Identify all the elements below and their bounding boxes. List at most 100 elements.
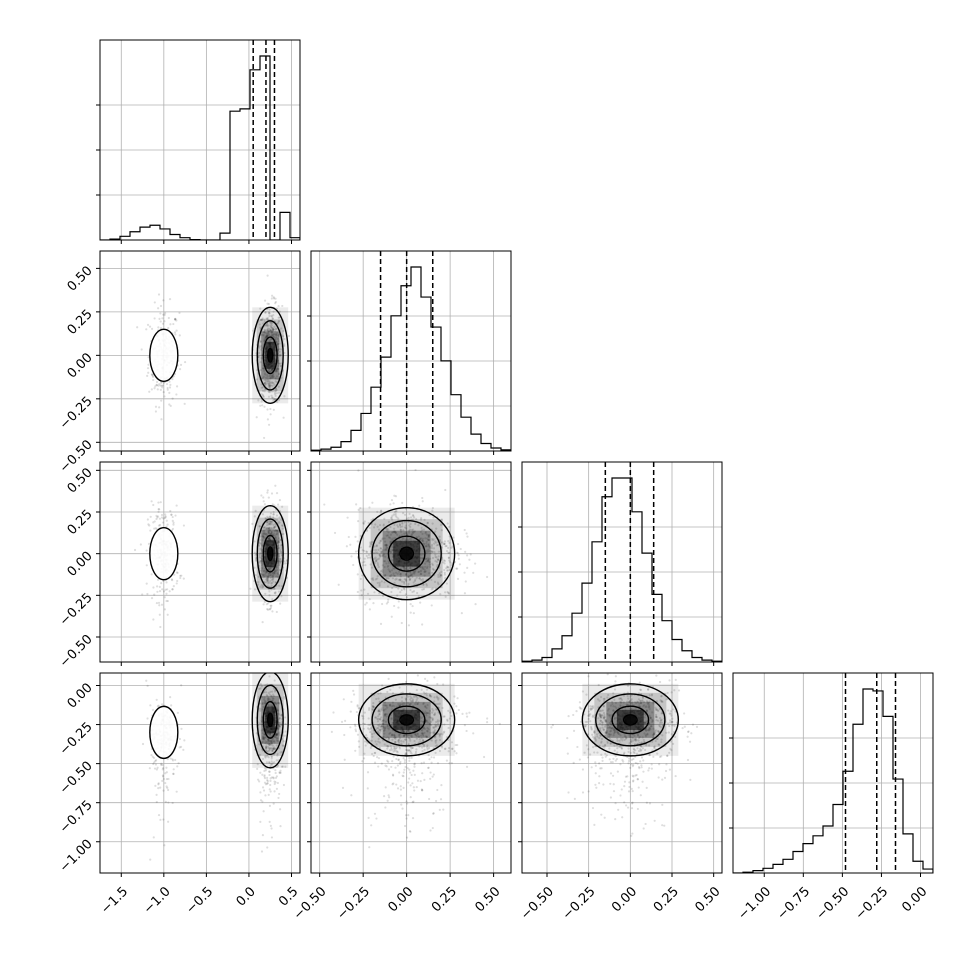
scatter-point [150, 516, 152, 518]
scatter-point [169, 298, 171, 300]
scatter-point [273, 409, 275, 411]
scatter-point [165, 767, 167, 769]
scatter-point [381, 603, 383, 605]
scatter-point [334, 532, 336, 534]
scatter-point [269, 784, 271, 786]
scatter-point [153, 387, 155, 389]
scatter-point [408, 769, 410, 771]
scatter-point [276, 492, 278, 494]
scatter-point [455, 752, 457, 754]
scatter-point [262, 496, 264, 498]
scatter-point [433, 756, 435, 758]
scatter-point [268, 496, 270, 498]
scatter-point [270, 790, 272, 792]
scatter-point [413, 766, 415, 768]
scatter-point [165, 581, 167, 583]
scatter-point [270, 605, 272, 607]
scatter-point [377, 765, 379, 767]
scatter-point [567, 753, 569, 755]
scatter-point [148, 391, 150, 393]
scatter-point [172, 802, 174, 804]
scatter-point [354, 724, 356, 726]
scatter-point [163, 395, 165, 397]
scatter-point [403, 787, 405, 789]
scatter-point [440, 798, 442, 800]
scatter-point [259, 791, 261, 793]
scatter-point [465, 730, 467, 732]
scatter-point [269, 821, 271, 823]
scatter-point [167, 801, 169, 803]
scatter-point [177, 712, 179, 714]
scatter-point [466, 536, 468, 538]
scatter-point [171, 758, 173, 760]
scatter-point [271, 295, 273, 297]
scatter-point [177, 762, 179, 764]
scatter-point [149, 767, 151, 769]
scatter-point [167, 387, 169, 389]
scatter-point [152, 379, 154, 381]
scatter-point [461, 612, 463, 614]
scatter-point [163, 391, 165, 393]
scatter-point [472, 732, 474, 734]
scatter-point [466, 766, 468, 768]
scatter-point [267, 418, 269, 420]
histogram-step-1 [311, 267, 511, 451]
scatter-point [180, 728, 182, 730]
scatter-point [384, 806, 386, 808]
scatter-point [368, 817, 370, 819]
scatter-point [263, 406, 265, 408]
y-tick-label: −1.00 [57, 837, 96, 876]
scatter-point [257, 779, 259, 781]
scatter-point [271, 836, 273, 838]
scatter-point [668, 679, 670, 681]
scatter-point [157, 515, 159, 517]
scatter-point [157, 579, 159, 581]
scatter-point [405, 681, 407, 683]
scatter-point [499, 723, 501, 725]
scatter-point [410, 796, 412, 798]
scatter-point [147, 324, 149, 326]
scatter-point [264, 794, 266, 796]
scatter-point [644, 823, 646, 825]
scatter-point [168, 317, 170, 319]
panel-2-1 [307, 462, 511, 666]
scatter-point [595, 772, 597, 774]
scatter-point [167, 327, 169, 329]
scatter-point [179, 577, 181, 579]
scatter-point [155, 410, 157, 412]
scatter-point [153, 594, 155, 596]
scatter-point [160, 501, 162, 503]
scatter-point [403, 757, 405, 759]
scatter-point [423, 779, 425, 781]
scatter-point [643, 827, 645, 829]
scatter-point [136, 326, 138, 328]
scatter-point [161, 703, 163, 705]
scatter-point [617, 809, 619, 811]
scatter-point [625, 804, 627, 806]
scatter-point [156, 602, 158, 604]
scatter-point [628, 781, 630, 783]
scatter-point [392, 774, 394, 776]
scatter-point [161, 604, 163, 606]
scatter-point [279, 825, 281, 827]
scatter-point [151, 573, 153, 575]
x-tick-label: 0.00 [385, 884, 416, 915]
scatter-point [158, 705, 160, 707]
scatter-point [274, 302, 276, 304]
scatter-point [162, 775, 164, 777]
scatter-point [267, 782, 269, 784]
scatter-point [154, 385, 156, 387]
scatter-point [409, 784, 411, 786]
scatter-point [152, 521, 154, 523]
scatter-point [266, 603, 268, 605]
scatter-point [331, 731, 333, 733]
scatter-point [159, 590, 161, 592]
scatter-point [573, 730, 575, 732]
panel-frame [522, 462, 722, 662]
scatter-point [464, 551, 466, 553]
scatter-point [169, 386, 171, 388]
scatter-point [458, 558, 460, 560]
scatter-point [355, 550, 357, 552]
scatter-point [172, 516, 174, 518]
